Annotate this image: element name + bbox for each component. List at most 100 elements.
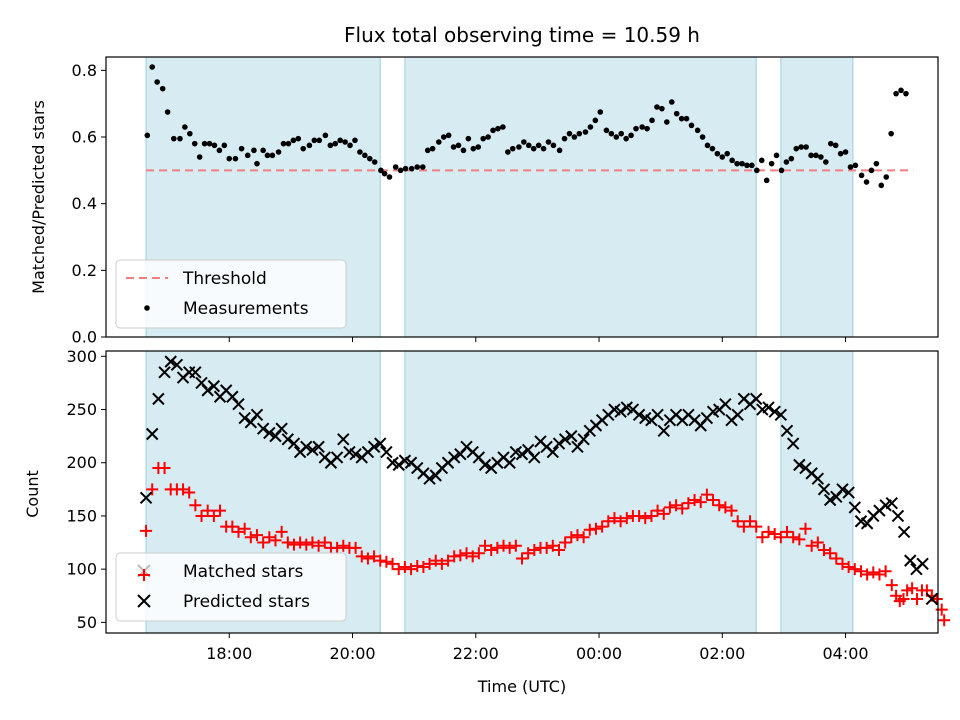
measurement-point [788, 155, 795, 162]
measurement-point [719, 154, 726, 160]
measurement-point [221, 142, 228, 149]
x-tick-label: 02:00 [699, 644, 745, 663]
measurement-point [818, 154, 824, 160]
predicted-star-point [189, 366, 202, 379]
predicted-star-point [170, 358, 184, 372]
matched-star-point [300, 538, 313, 551]
predicted-star-point [287, 437, 301, 450]
measurement-point [337, 137, 343, 144]
matched-star-point [201, 504, 214, 517]
matched-star-point [688, 493, 701, 506]
measurement-point [327, 142, 334, 149]
predicted-star-point [749, 392, 763, 406]
predicted-star-point [306, 443, 319, 457]
measurement-point [837, 150, 844, 157]
matched-star-point [411, 559, 424, 572]
bottom-y-tick-label: 200 [66, 453, 97, 472]
measurement-point [729, 157, 735, 164]
matched-star-point [448, 550, 461, 563]
matched-star-point [479, 539, 492, 552]
predicted-star-point [719, 398, 732, 411]
matched-star-point [331, 541, 344, 554]
measurement-point [226, 155, 233, 162]
matched-star-point [491, 541, 504, 554]
matched-star-point [312, 539, 325, 552]
predicted-star-point [558, 433, 572, 446]
matched-star-point [670, 499, 683, 512]
matched-star-point [750, 520, 763, 533]
matched-star-point [906, 582, 919, 595]
predicted-star-point [201, 384, 214, 397]
x-tick-label: 18:00 [206, 644, 252, 663]
predicted-star-point [811, 472, 825, 485]
measurement-point [633, 125, 639, 132]
predicted-star-point [731, 408, 744, 422]
measurement-point [201, 140, 208, 147]
measurement-point [378, 167, 384, 174]
matched-star-point [836, 557, 849, 570]
measurement-point [211, 142, 218, 149]
measurement-point [739, 160, 745, 167]
matched-star-point [614, 515, 627, 528]
measurement-point [613, 134, 620, 140]
bottom-plot-frame [105, 350, 939, 634]
measurement-point [295, 135, 302, 142]
measurement-point [773, 152, 780, 159]
matched-star-point [380, 555, 393, 568]
measurement-point [628, 132, 634, 139]
measurement-point [813, 152, 819, 159]
bottom-legend-label: Matched stars [183, 562, 303, 582]
matched-star-point [509, 539, 522, 552]
measurement-point [673, 110, 680, 117]
matched-star-point [830, 552, 843, 565]
measurement-point [275, 149, 282, 155]
measurement-point [424, 147, 431, 154]
predicted-star-point [312, 440, 325, 453]
bottom-legend-label: Predicted stars [183, 592, 310, 612]
matched-star-point [602, 515, 615, 528]
predicted-star-point [503, 456, 516, 469]
measurement-point [149, 64, 156, 70]
measurement-point [342, 139, 348, 145]
measurement-point [465, 135, 472, 142]
matched-star-point [287, 538, 300, 551]
measurement-point [362, 152, 368, 159]
predicted-star-point [774, 408, 788, 422]
matched-star-point [392, 563, 405, 576]
matched-star-point [768, 528, 781, 541]
measurement-point [623, 135, 629, 142]
predicted-star-point [300, 440, 313, 453]
predicted-star-point [925, 592, 939, 606]
predicted-star-point [552, 437, 566, 450]
predicted-star-point [367, 440, 381, 453]
matched-star-point [442, 554, 455, 567]
matched-star-point [867, 566, 880, 579]
matched-star-point [817, 543, 830, 556]
measurement-point [608, 130, 615, 137]
predicted-star-point [380, 445, 393, 459]
matched-star-point [472, 547, 485, 560]
predicted-star-point [478, 458, 492, 472]
matched-star-point [571, 529, 584, 542]
measurement-point [232, 155, 239, 162]
matched-star-point [528, 543, 541, 556]
bottom-legend: Matched stars Predicted stars [115, 552, 347, 622]
predicted-star-point [349, 448, 362, 461]
measurement-point [576, 130, 583, 137]
predicted-star-point [337, 433, 350, 446]
bottom-y-tick-label: 300 [66, 347, 97, 366]
measurement-point [177, 135, 183, 142]
measurement-point [280, 140, 287, 147]
matched-star-point [158, 462, 171, 475]
matched-star-point [546, 539, 559, 552]
measurement-point [803, 144, 809, 150]
measurement-point [664, 119, 670, 125]
matched-star-point [522, 547, 535, 560]
top-legend-box [115, 259, 347, 329]
measurement-point [357, 149, 363, 155]
measurement-point [863, 179, 870, 185]
measurement-point [724, 150, 731, 157]
predicted-star-point [528, 451, 541, 464]
matched-star-point [645, 509, 658, 522]
matched-star-point [429, 554, 442, 567]
